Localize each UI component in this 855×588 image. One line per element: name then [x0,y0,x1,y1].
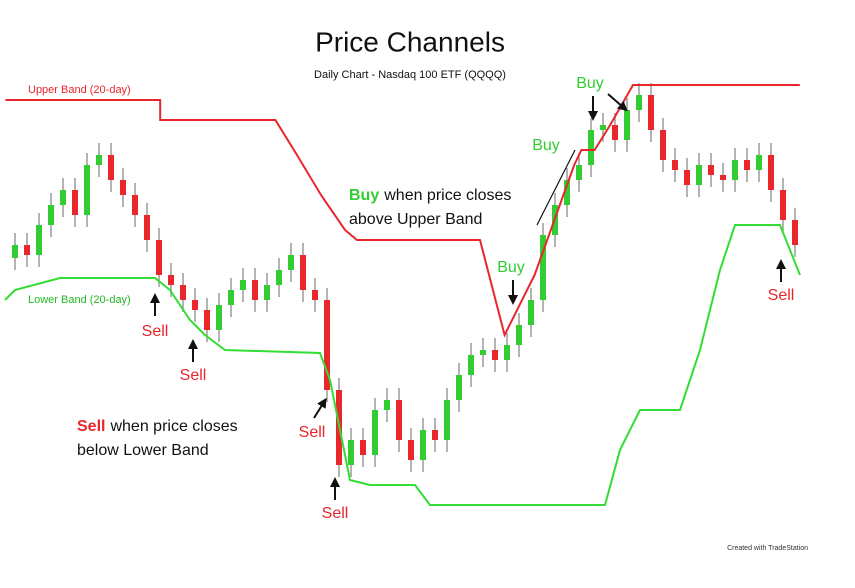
candle-body [12,245,18,258]
legend-label: Upper Band (20-day) [28,84,131,96]
buy-keyword: Buy [349,187,379,204]
candle-body [540,235,546,300]
candle-body [216,305,222,330]
candle-body [24,245,30,255]
signal-label: Sell [142,323,169,340]
signal-label: Buy [532,137,560,154]
candle-body [252,280,258,300]
candle-body [240,280,246,290]
candle-body [408,440,414,460]
candle-body [180,285,186,300]
buy-line2: above Upper Band [349,211,482,228]
candle-body [624,110,630,140]
candle-body [528,300,534,325]
candle-body [384,400,390,410]
buy-note: Buy when price closes [349,187,511,204]
candle-body [516,325,522,345]
chart-subtitle: Daily Chart - Nasdaq 100 ETF (QQQQ) [314,69,506,81]
arrow [313,397,327,419]
candle-body [588,130,594,165]
signal-label: Sell [299,424,326,441]
candle-body [36,225,42,255]
candle-body [576,165,582,180]
candle-body [684,170,690,185]
candle-body [288,255,294,270]
candle-body [60,190,66,205]
trend-line [536,149,576,226]
candle-body [168,275,174,285]
signal-label: Sell [322,505,349,522]
candle-body [612,125,618,140]
candle-body [276,270,282,285]
candle-body [264,285,270,300]
signal-label: Sell [180,367,207,384]
candle-body [84,165,90,215]
candle-body [372,410,378,455]
band-line [4,224,801,506]
candle-body [444,400,450,440]
candle-body [432,430,438,440]
candle-body [768,155,774,190]
sell-keyword: Sell [77,418,105,435]
candle-body [756,155,762,170]
candle-body [564,180,570,205]
candle-body [132,195,138,215]
plot-area [4,83,801,506]
candle-body [48,205,54,225]
candle-body [744,160,750,170]
candle-body [300,255,306,290]
candle-body [468,355,474,375]
candle-body [228,290,234,305]
chart-title: Price Channels [315,26,505,57]
candle-body [360,440,366,455]
candle-body [96,155,102,165]
sell-line1: when price closes [109,418,237,435]
candle-body [456,375,462,400]
candle-body [396,400,402,440]
candle-body [636,95,642,110]
signal-label: Buy [497,259,525,276]
candle-body [144,215,150,240]
candle-body [204,310,210,330]
sell-note: Sell when price closes [77,418,238,435]
candle-body [732,160,738,180]
candle-body [192,300,198,310]
candle-body [504,345,510,360]
candle-body [120,180,126,195]
candle-body [324,300,330,390]
candle-body [72,190,78,215]
candle-body [600,125,606,130]
candle-body [648,95,654,130]
candle-body [720,175,726,180]
legend-label: Lower Band (20-day) [28,294,131,306]
sell-line2: below Lower Band [77,442,209,459]
credit: Created with TradeStation [727,545,808,552]
candle-body [348,440,354,465]
candle-body [420,430,426,460]
candle-body [708,165,714,175]
candle-body [792,220,798,245]
candle-body [492,350,498,360]
candle-body [672,160,678,170]
candle-body [780,190,786,220]
signal-label: Buy [576,75,604,92]
buy-line1: when price closes [383,187,511,204]
candle-body [312,290,318,300]
signal-label: Sell [768,287,795,304]
candle-body [480,350,486,355]
candle-body [108,155,114,180]
candle-body [156,240,162,275]
arrow [607,93,628,112]
candle-body [660,130,666,160]
band-line [5,84,800,338]
candle-body [696,165,702,185]
